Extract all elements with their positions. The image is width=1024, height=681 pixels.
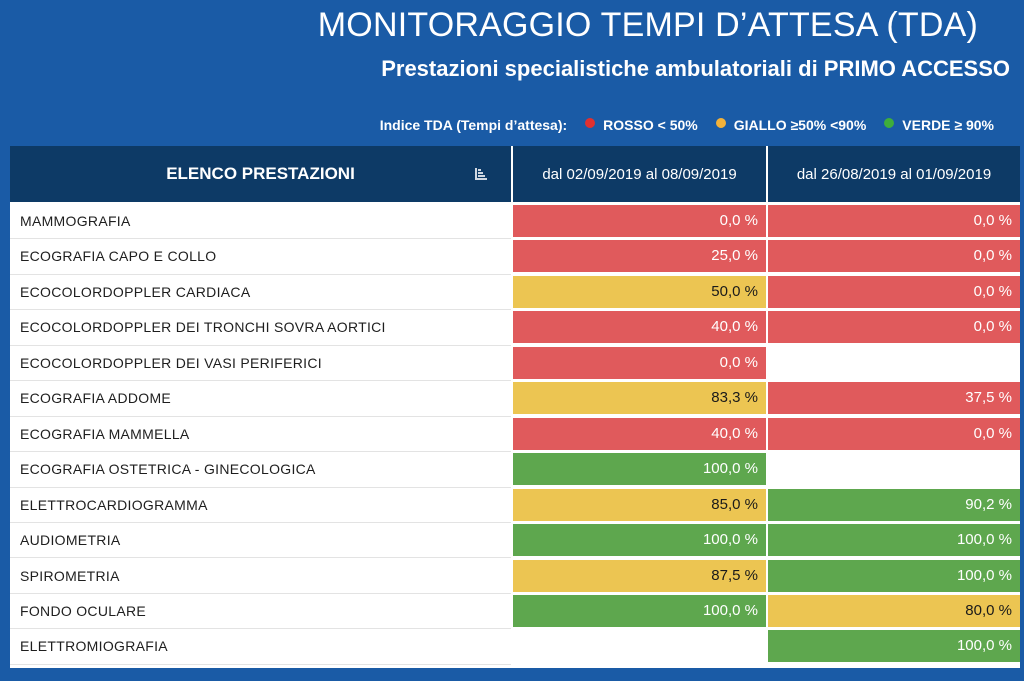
prestazione-name: SPIROMETRIA: [20, 567, 120, 584]
column-header-period-2[interactable]: dal 26/08/2019 al 01/09/2019: [768, 146, 1020, 202]
prestazione-name: FONDO OCULARE: [20, 602, 147, 619]
page-subtitle: Prestazioni specialistiche ambulatoriali…: [381, 56, 1010, 81]
table-row[interactable]: ECOCOLORDOPPLER CARDIACA 50,0 % 0,0 %: [10, 275, 1020, 311]
table-row[interactable]: AUDIOMETRIA 100,0 % 100,0 %: [10, 523, 1020, 559]
prestazione-name: ECOGRAFIA CAPO E COLLO: [20, 248, 217, 265]
tda-cell-period-1: 85,0 %: [513, 488, 766, 521]
legend-item-green: VERDE ≥ 90%: [874, 117, 994, 133]
sort-icon[interactable]: [473, 166, 489, 182]
row-divider: [10, 344, 511, 346]
table-row[interactable]: ECOCOLORDOPPLER DEI TRONCHI SOVRA AORTIC…: [10, 310, 1020, 346]
row-divider: [10, 238, 511, 240]
green-dot-icon: [884, 118, 895, 128]
tda-cell-period-2: 100,0 %: [768, 630, 1020, 663]
prestazione-name: ECOGRAFIA ADDOME: [20, 390, 172, 407]
column-header-period-1[interactable]: dal 02/09/2019 al 08/09/2019: [513, 146, 766, 202]
legend-item-yellow: GIALLO ≥50% <90%: [706, 117, 867, 133]
tda-table: ELENCO PRESTAZIONI dal 02/09/2019 al 08/…: [10, 146, 1020, 668]
tda-cell-period-2: 0,0 %: [768, 240, 1020, 273]
table-row[interactable]: ELETTROMIOGRAFIA 100,0 %: [10, 629, 1020, 665]
prestazione-name: AUDIOMETRIA: [20, 532, 121, 549]
prestazione-name: MAMMOGRAFIA: [20, 213, 131, 229]
tda-cell-period-2: [768, 453, 1020, 485]
prestazione-name: ELETTROMIOGRAFIA: [20, 638, 168, 655]
table-row[interactable]: ELETTROCARDIOGRAMMA 85,0 % 90,2 %: [10, 488, 1020, 523]
tda-cell-period-1: 100,0 %: [513, 453, 766, 486]
tda-cell-period-1: 40,0 %: [513, 311, 766, 344]
tda-cell-period-1: 40,0 %: [513, 417, 766, 450]
yellow-dot-icon: [715, 118, 726, 128]
table-row[interactable]: ECOGRAFIA OSTETRICA - GINECOLOGICA 100,0 …: [10, 452, 1020, 488]
column-header-prestazioni[interactable]: ELENCO PRESTAZIONI: [10, 146, 511, 202]
table-row[interactable]: ECOGRAFIA MAMMELLA 40,0 % 0,0 %: [10, 417, 1020, 453]
column-header-label: ELENCO PRESTAZIONI: [166, 164, 355, 183]
row-divider: [10, 309, 511, 311]
tda-cell-period-2: 0,0 %: [768, 417, 1020, 450]
tda-cell-period-1: 50,0 %: [513, 275, 766, 308]
row-divider: [10, 273, 511, 275]
row-divider: [10, 557, 511, 559]
red-dot-icon: [585, 118, 596, 128]
tda-cell-period-1: 100,0 %: [513, 594, 766, 627]
tda-cell-period-1: 83,3 %: [513, 382, 766, 415]
tda-cell-period-2: 0,0 %: [768, 275, 1020, 308]
row-divider: [10, 628, 511, 630]
row-divider: [10, 592, 511, 594]
row-divider: [10, 415, 511, 417]
tda-cell-period-1: 87,5 %: [513, 559, 766, 592]
row-divider: [10, 380, 511, 382]
table-row[interactable]: ECOCOLORDOPPLER DEI VASI PERIFERICI 0,0 %: [10, 346, 1020, 382]
tda-cell-period-2: 37,5 %: [768, 382, 1020, 415]
row-divider: [10, 663, 511, 665]
tda-cell-period-2: 0,0 %: [768, 311, 1020, 344]
tda-cell-period-1: 25,0 %: [513, 240, 766, 273]
legend-item-label: ROSSO < 50%: [603, 117, 698, 133]
prestazione-name: ECOGRAFIA MAMMELLA: [20, 425, 190, 442]
table-row[interactable]: ECOGRAFIA CAPO E COLLO 25,0 % 0,0 %: [10, 239, 1020, 275]
prestazione-name: ECOCOLORDOPPLER CARDIACA: [20, 283, 251, 300]
legend-label: Indice TDA (Tempi d’attesa):: [379, 117, 568, 133]
row-divider: [10, 521, 511, 523]
table-row[interactable]: SPIROMETRIA 87,5 % 100,0 %: [10, 559, 1020, 594]
table-row[interactable]: ECOGRAFIA ADDOME 83,3 % 37,5 %: [10, 381, 1020, 417]
prestazione-name: ECOGRAFIA OSTETRICA - GINECOLOGICA: [20, 461, 316, 478]
tda-cell-period-1: 0,0 %: [513, 346, 766, 379]
legend-item-label: GIALLO ≥50% <90%: [733, 117, 867, 133]
table-row[interactable]: MAMMOGRAFIA 0,0 % 0,0 %: [10, 204, 1020, 240]
tda-cell-period-1: 0,0 %: [513, 205, 766, 237]
tda-cell-period-1: [513, 630, 766, 662]
tda-cell-period-2: 90,2 %: [768, 488, 1020, 521]
prestazione-name: ECOCOLORDOPPLER DEI VASI PERIFERICI: [20, 354, 322, 371]
legend: Indice TDA (Tempi d’attesa): ROSSO < 50%…: [380, 117, 994, 133]
page-title: MONITORAGGIO TEMPI D’ATTESA (TDA): [317, 6, 978, 44]
tda-cell-period-2: 100,0 %: [768, 524, 1020, 557]
row-divider: [10, 451, 511, 453]
tda-cell-period-2: 100,0 %: [768, 559, 1020, 592]
legend-item-label: VERDE ≥ 90%: [902, 117, 994, 133]
tda-cell-period-2: 80,0 %: [768, 594, 1020, 627]
prestazione-name: ELETTROCARDIOGRAMMA: [20, 496, 208, 513]
tda-cell-period-2: [768, 347, 1020, 379]
tda-cell-period-1: 100,0 %: [513, 524, 766, 557]
tda-cell-period-2: 0,0 %: [768, 205, 1020, 237]
legend-item-red: ROSSO < 50%: [575, 117, 698, 133]
prestazione-name: ECOCOLORDOPPLER DEI TRONCHI SOVRA AORTIC…: [20, 319, 386, 336]
row-divider: [10, 486, 511, 488]
table-row[interactable]: FONDO OCULARE 100,0 % 80,0 %: [10, 594, 1020, 630]
